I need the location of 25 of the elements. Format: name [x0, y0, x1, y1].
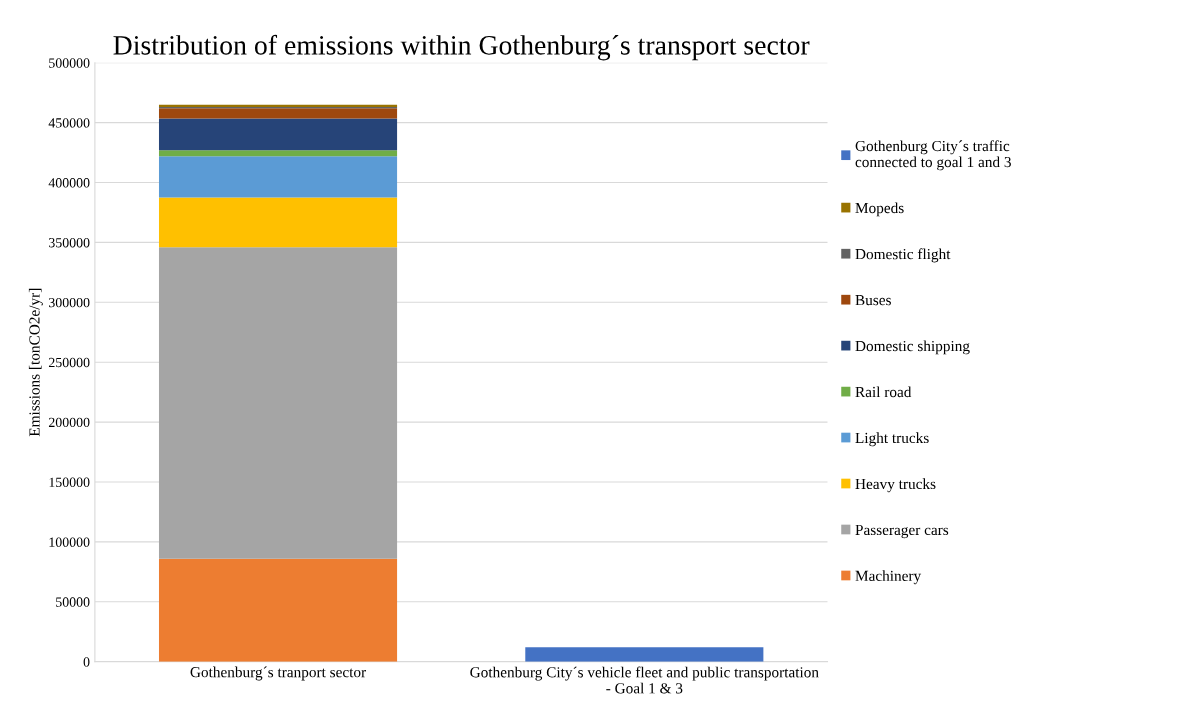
- legend-label: Machinery: [855, 570, 922, 585]
- y-axis-title: Emissions [tonCO2e/yr]: [28, 288, 43, 437]
- y-tick-label: 200000: [48, 417, 90, 428]
- x-tick-label: Gothenburg City´s vehicle fleet and public transportation - Goal 1 & 3: [470, 666, 819, 694]
- legend-label: Rail road: [855, 386, 912, 398]
- legend-label: Buses: [855, 295, 891, 306]
- y-tick-label: 400000: [48, 178, 90, 188]
- y-tick-label: 150000: [49, 477, 90, 487]
- y-tick-label: 450000: [48, 118, 90, 128]
- y-tick-label: 100000: [49, 537, 90, 547]
- y-tick-label: 250000: [48, 357, 90, 368]
- legend-label: Heavy trucks: [855, 478, 936, 493]
- y-tick-label: 300000: [49, 297, 90, 308]
- legend-label: Gothenburg City´s traffic connected to goal 1 and 3: [855, 140, 1011, 171]
- legend-label: Light trucks: [855, 432, 929, 447]
- legend-label: Domestic shipping: [855, 340, 970, 355]
- x-tick-label: Gothenburg´s tranport sector: [190, 666, 367, 681]
- y-tick-label: 500000: [49, 58, 90, 68]
- legend-label: Domestic flight: [855, 248, 951, 263]
- legend-label: Passerager cars: [855, 524, 949, 539]
- y-tick-label: 350000: [49, 238, 90, 248]
- legend-label: Mopeds: [855, 202, 904, 217]
- y-tick-label: 0: [83, 657, 90, 667]
- chart-title: Distribution of emissions within Gothenburg´s transport sector: [113, 34, 810, 61]
- y-tick-label: 50000: [56, 597, 90, 607]
